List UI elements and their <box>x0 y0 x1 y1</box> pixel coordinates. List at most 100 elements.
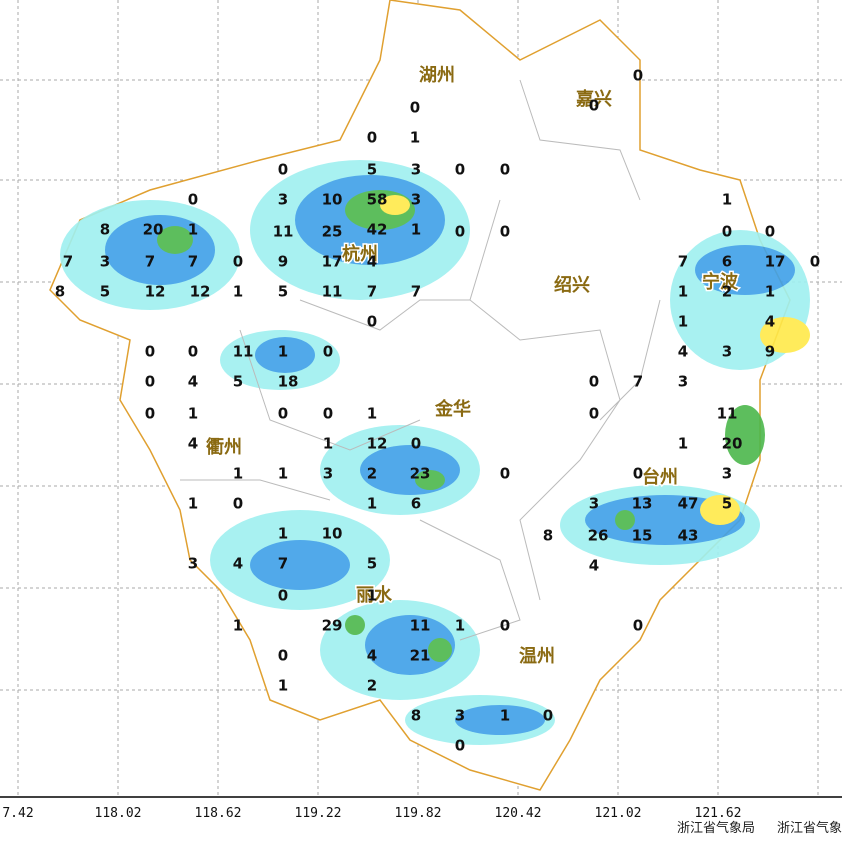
station-value: 11 <box>322 283 343 301</box>
station-value: 5 <box>233 373 243 391</box>
x-axis-label: 121.62 <box>695 806 742 821</box>
station-value: 11 <box>273 223 294 241</box>
rain-areas <box>60 160 810 745</box>
station-value: 1 <box>278 525 288 543</box>
station-value: 4 <box>367 253 377 271</box>
station-value: 10 <box>322 525 343 543</box>
station-value: 1 <box>722 191 732 209</box>
station-value: 6 <box>722 253 732 271</box>
station-value: 1 <box>678 435 688 453</box>
station-value: 0 <box>278 647 288 665</box>
station-value: 5 <box>100 283 110 301</box>
station-value: 0 <box>589 373 599 391</box>
x-axis-label: 121.02 <box>595 806 642 821</box>
station-value: 0 <box>367 313 377 331</box>
city-label: 杭州 <box>342 243 378 265</box>
x-axis-label: 118.62 <box>195 806 242 821</box>
station-value: 1 <box>367 495 377 513</box>
county-lines <box>180 79 661 641</box>
city-label: 台州 <box>642 466 678 488</box>
station-value: 0 <box>455 161 465 179</box>
station-value: 4 <box>367 647 377 665</box>
station-value: 3 <box>100 253 110 271</box>
station-value: 20 <box>143 221 164 239</box>
station-value: 0 <box>633 617 643 635</box>
station-value: 1 <box>233 617 243 635</box>
station-value: 0 <box>145 405 155 423</box>
station-value: 0 <box>410 99 420 117</box>
station-value: 2 <box>367 465 377 483</box>
station-value: 3 <box>678 373 688 391</box>
footer-text: 浙江省气象局 <box>677 820 755 836</box>
station-value: 0 <box>500 465 510 483</box>
station-value: 0 <box>411 435 421 453</box>
x-axis-label: 7.42 <box>2 806 33 821</box>
station-value: 11 <box>410 617 431 635</box>
station-value: 58 <box>367 191 388 209</box>
station-value: 0 <box>543 707 553 725</box>
station-value: 11 <box>233 343 254 361</box>
station-value: 7 <box>278 555 288 573</box>
station-value: 0 <box>323 405 333 423</box>
station-value: 12 <box>367 435 388 453</box>
station-value: 7 <box>678 253 688 271</box>
station-value: 1 <box>678 313 688 331</box>
station-value: 0 <box>233 253 243 271</box>
station-value: 1 <box>278 465 288 483</box>
station-value: 0 <box>323 343 333 361</box>
city-label: 湖州 <box>419 65 455 86</box>
x-axis-label: 119.82 <box>395 806 442 821</box>
station-value: 9 <box>765 343 775 361</box>
station-value: 1 <box>188 221 198 239</box>
station-value: 3 <box>589 495 599 513</box>
footer-text: 浙江省气象 <box>777 820 842 836</box>
station-value: 1 <box>500 707 510 725</box>
station-value: 0 <box>278 161 288 179</box>
station-value: 7 <box>367 283 377 301</box>
station-value: 5 <box>367 161 377 179</box>
station-value: 2 <box>722 283 732 301</box>
station-value: 0 <box>455 737 465 755</box>
station-value: 17 <box>765 253 786 271</box>
station-value: 43 <box>678 527 699 545</box>
station-value: 3 <box>722 465 732 483</box>
station-value: 13 <box>632 495 653 513</box>
station-value: 2 <box>367 677 377 695</box>
station-value: 0 <box>500 223 510 241</box>
station-value: 4 <box>589 557 599 575</box>
station-value: 7 <box>145 253 155 271</box>
station-value: 4 <box>678 343 688 361</box>
station-value: 3 <box>411 161 421 179</box>
city-label: 温州 <box>519 646 555 667</box>
station-value: 1 <box>278 677 288 695</box>
station-value: 0 <box>810 253 820 271</box>
station-value: 0 <box>188 343 198 361</box>
station-value: 0 <box>278 587 288 605</box>
station-value: 1 <box>188 405 198 423</box>
station-value: 0 <box>765 223 775 241</box>
city-label: 宁波 <box>702 271 739 293</box>
station-value: 8 <box>543 527 553 545</box>
x-axis-label: 119.22 <box>295 806 342 821</box>
station-value: 25 <box>322 223 343 241</box>
station-value: 1 <box>233 465 243 483</box>
station-value: 3 <box>188 555 198 573</box>
station-value: 12 <box>145 283 166 301</box>
station-value: 7 <box>63 253 73 271</box>
station-value: 0 <box>188 191 198 209</box>
station-value: 5 <box>722 495 732 513</box>
station-value: 5 <box>278 283 288 301</box>
station-value: 0 <box>145 343 155 361</box>
station-value: 1 <box>455 617 465 635</box>
station-value: 3 <box>455 707 465 725</box>
station-value: 1 <box>678 283 688 301</box>
station-value: 21 <box>410 647 431 665</box>
station-value: 0 <box>145 373 155 391</box>
station-value: 29 <box>322 617 343 635</box>
station-value: 1 <box>367 587 377 605</box>
station-value: 20 <box>722 435 743 453</box>
station-value: 3 <box>411 191 421 209</box>
station-value: 0 <box>589 405 599 423</box>
station-value: 1 <box>188 495 198 513</box>
